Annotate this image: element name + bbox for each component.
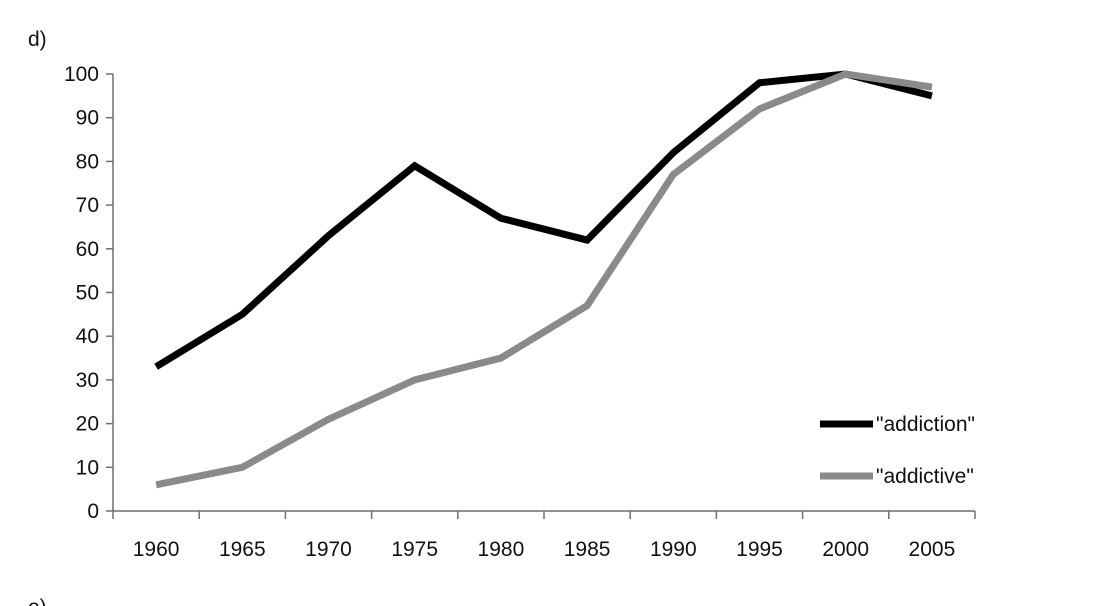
y-tick-label: 30 (76, 369, 99, 392)
y-tick-label: 20 (76, 413, 99, 436)
y-tick-label: 80 (76, 150, 99, 173)
y-tick-label: 100 (64, 63, 99, 86)
y-tick-label: 60 (76, 238, 99, 261)
series-line-addictive (155, 70, 933, 489)
x-tick-label: 1970 (305, 538, 352, 561)
x-tick-label: 1995 (736, 538, 783, 561)
legend: "addiction" "addictive" (820, 413, 975, 488)
x-axis-ticks: 1960 1965 1970 1975 1980 1985 1990 1995 2000 2005 (112, 511, 976, 561)
x-tick-label: 1975 (391, 538, 438, 561)
y-tick-label: 50 (76, 282, 99, 305)
x-tick-label: 1980 (478, 538, 525, 561)
x-tick-label: 1960 (133, 538, 180, 561)
x-tick-label: 2005 (909, 538, 956, 561)
next-panel-label: e) (28, 596, 47, 606)
series-line-addiction (154, 70, 933, 370)
y-tick-label: 40 (76, 325, 99, 348)
panel-label: d) (28, 28, 47, 51)
y-tick-label: 10 (76, 456, 99, 479)
y-tick-label: 90 (76, 107, 99, 130)
legend-label-addiction: "addiction" (876, 413, 975, 436)
x-tick-label: 1985 (564, 538, 611, 561)
x-tick-label: 1990 (650, 538, 697, 561)
y-tick-label: 70 (76, 194, 99, 217)
y-axis-ticks: 0 10 20 30 40 50 60 70 80 90 100 (64, 63, 113, 523)
x-tick-label: 2000 (822, 538, 869, 561)
x-tick-label: 1965 (219, 538, 266, 561)
y-tick-label: 0 (87, 500, 99, 523)
series-lines (154, 70, 933, 489)
legend-label-addictive: "addictive" (876, 465, 974, 488)
